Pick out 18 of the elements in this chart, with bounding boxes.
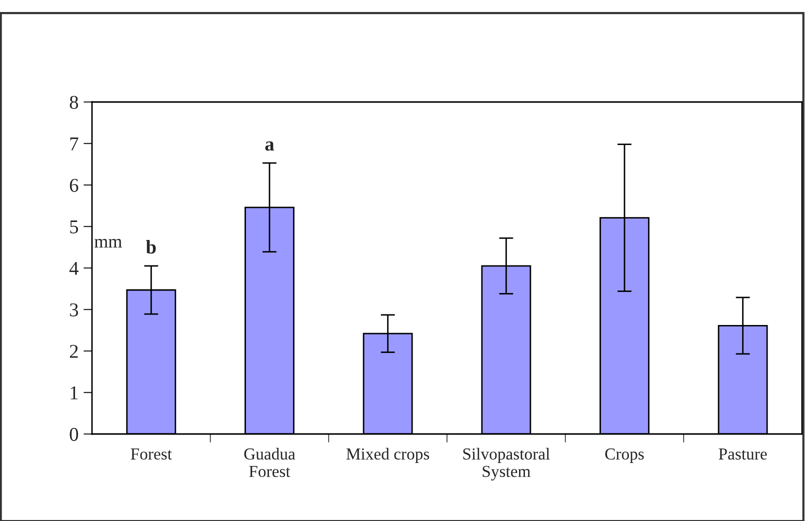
annotation: b [146, 240, 156, 254]
y-tick-label: 2 [70, 344, 78, 358]
x-tick-label: Guadua Forest [244, 448, 296, 478]
y-tick-label: 3 [70, 303, 78, 316]
y-tick-label: 0 [70, 428, 78, 441]
x-tick-label: Forest [130, 448, 172, 460]
annotation: a [265, 141, 274, 151]
x-tick-label: Pasture [718, 448, 767, 460]
y-axis-title: mm [94, 238, 122, 248]
y-tick-label: 6 [70, 178, 78, 192]
x-tick-label: Silvopastoral System [463, 448, 550, 480]
y-tick-label: 4 [69, 262, 78, 275]
y-tick-label: 1 [70, 386, 78, 400]
x-tick-label: Mixed crops [346, 448, 430, 464]
y-tick-label: 5 [70, 220, 78, 234]
y-tick-label: 8 [70, 96, 78, 109]
y-tick-label: 7 [70, 138, 78, 150]
x-tick-label: Crops [605, 448, 644, 464]
